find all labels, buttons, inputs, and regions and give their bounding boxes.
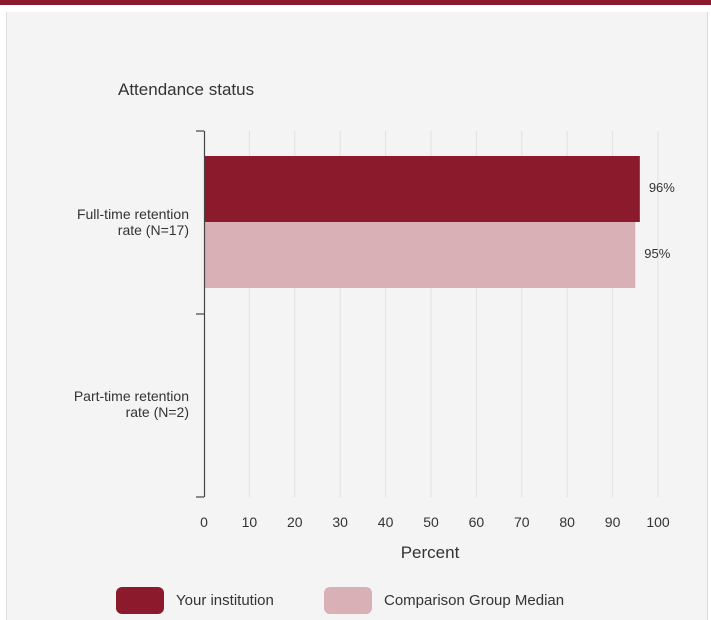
x-tick-label: 100 bbox=[646, 514, 670, 530]
x-tick-label: 0 bbox=[200, 514, 208, 530]
x-tick-label: 70 bbox=[514, 514, 530, 530]
x-tick-label: 20 bbox=[287, 514, 303, 530]
category-label-part-time: Part-time retention rate (N=2) bbox=[73, 388, 189, 420]
legend-swatch-comparison-group bbox=[324, 586, 372, 614]
x-tick-label: 30 bbox=[332, 514, 348, 530]
x-tick-label: 90 bbox=[604, 514, 621, 530]
x-tick-label: 50 bbox=[423, 514, 439, 530]
x-tick-label: 10 bbox=[241, 514, 258, 530]
bar-comparison-group-0 bbox=[204, 222, 636, 288]
bar-value-label: 95% bbox=[644, 246, 671, 261]
legend-label-comparison-group: Comparison Group Median bbox=[384, 591, 565, 609]
legend-label-your-institution: Your institution bbox=[176, 591, 274, 609]
x-tick-label: 40 bbox=[377, 514, 394, 530]
legend-item-comparison-group[interactable]: Comparison Group Median bbox=[324, 585, 564, 615]
bar-your-institution-0 bbox=[204, 156, 640, 222]
top-accent-bar bbox=[0, 0, 711, 5]
x-tick-label: 80 bbox=[559, 514, 575, 530]
bar-value-label: 96% bbox=[648, 180, 675, 195]
legend-swatch-your-institution bbox=[116, 586, 164, 614]
chart-title: Attendance status bbox=[118, 80, 255, 99]
x-axis-title: Percent bbox=[400, 543, 460, 562]
category-label-full-time: Full-time retention rate (N=17) bbox=[76, 206, 189, 238]
x-tick-label: 60 bbox=[468, 514, 485, 530]
legend-item-your-institution[interactable]: Your institution bbox=[116, 585, 274, 615]
